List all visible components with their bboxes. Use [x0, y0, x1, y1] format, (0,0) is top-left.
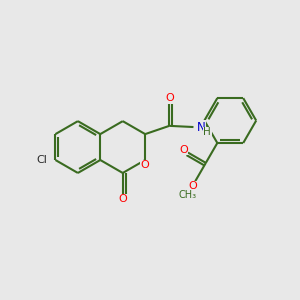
Text: CH₃: CH₃	[178, 190, 196, 200]
Text: Cl: Cl	[36, 155, 47, 165]
Text: N: N	[197, 121, 206, 134]
Text: O: O	[118, 194, 127, 205]
Text: H: H	[203, 127, 211, 137]
Text: O: O	[165, 93, 174, 103]
Text: O: O	[179, 145, 188, 155]
Text: O: O	[141, 160, 150, 170]
Text: O: O	[188, 181, 197, 191]
